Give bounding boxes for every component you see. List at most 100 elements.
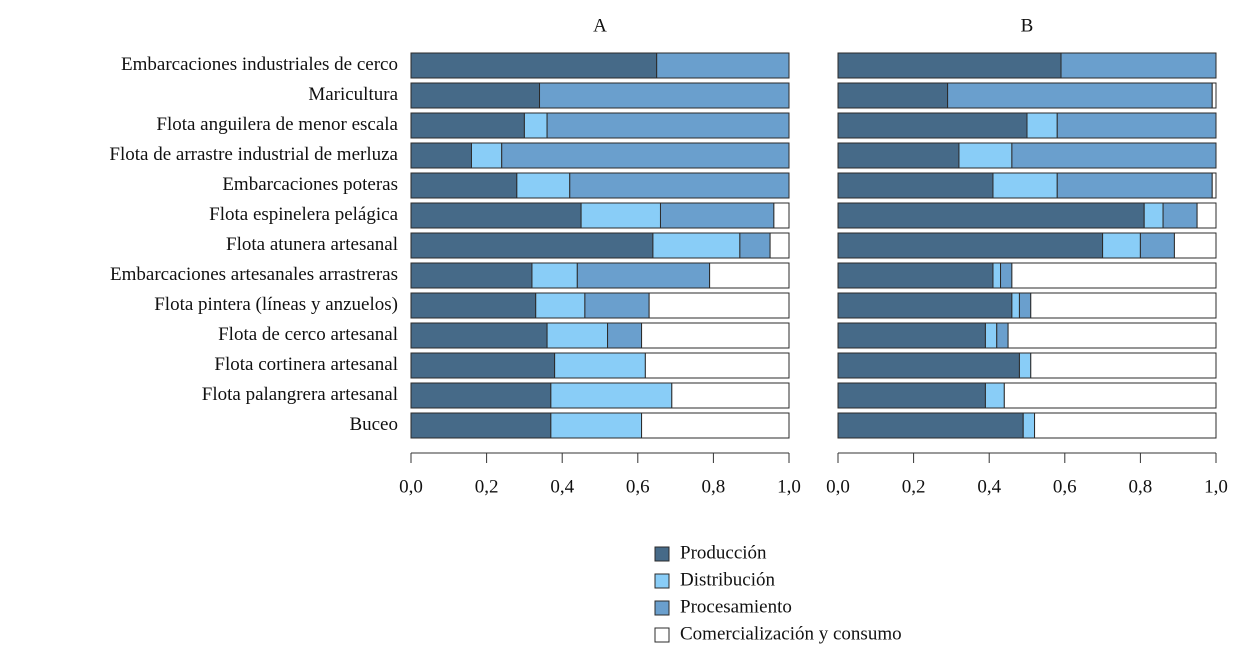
bar-segment (607, 322, 643, 349)
bar-segment (837, 172, 994, 199)
x-tick-label: 0,0 (826, 476, 850, 497)
x-tick-label: 0,6 (626, 476, 650, 497)
category-label: Flota palangrera artesanal (202, 384, 398, 405)
bar-segment (1018, 292, 1032, 319)
bar-segment (1143, 202, 1164, 229)
bar-segment (644, 352, 790, 379)
bar-segment (837, 52, 1062, 79)
bar-segment (410, 352, 556, 379)
x-tick-label: 0,6 (1053, 476, 1077, 497)
bar-segment (1102, 232, 1141, 259)
bar-segment (550, 382, 673, 409)
bar-segment (410, 382, 552, 409)
bar-segment (1000, 262, 1013, 289)
legend-swatch (654, 627, 670, 643)
category-label: Flota pintera (líneas y anzuelos) (154, 294, 398, 315)
bar-segment (837, 142, 960, 169)
bar-segment (656, 52, 790, 79)
category-label: Embarcaciones poteras (222, 174, 398, 195)
category-label: Flota espinelera pelágica (209, 204, 398, 225)
category-label: Flota atunera artesanal (226, 234, 398, 255)
bar-segment (584, 292, 650, 319)
bar-segment (546, 112, 790, 139)
bar-segment (958, 142, 1013, 169)
bar-segment (837, 202, 1145, 229)
bar-segment (1018, 352, 1032, 379)
category-label: Flota anguilera de menor escala (156, 114, 398, 135)
bar-segment (992, 262, 1002, 289)
bar-segment (1030, 292, 1217, 319)
bar-segment (648, 292, 790, 319)
bar-segment (1211, 82, 1217, 109)
bar-segment (709, 262, 790, 289)
bar-segment (539, 82, 790, 109)
bar-segment (837, 382, 986, 409)
bar-segment (739, 232, 771, 259)
bar-segment (641, 322, 790, 349)
category-label: Flota cortinera artesanal (214, 354, 398, 375)
bar-segment (837, 412, 1024, 439)
legend-swatch (654, 546, 670, 562)
panel-title: A (593, 15, 607, 36)
panel-title: B (1021, 15, 1034, 36)
bar-segment (576, 262, 711, 289)
bar-segment (1026, 112, 1058, 139)
x-tick-label: 0,4 (550, 476, 574, 497)
legend-label: Distribución (680, 569, 775, 590)
bar-segment (1030, 352, 1217, 379)
bar-segment (523, 112, 548, 139)
bar-segment (641, 412, 790, 439)
bar-segment (410, 202, 582, 229)
legend-label: Comercialización y consumo (680, 623, 902, 644)
x-tick-label: 0,2 (475, 476, 499, 497)
bar-segment (410, 412, 552, 439)
bar-segment (996, 322, 1009, 349)
bar-segment (1034, 412, 1217, 439)
bar-segment (1011, 292, 1020, 319)
bar-segment (773, 202, 790, 229)
bar-segment (659, 202, 775, 229)
x-tick-label: 1,0 (1204, 476, 1228, 497)
bar-segment (410, 262, 533, 289)
bar-segment (769, 232, 790, 259)
bar-segment (992, 172, 1058, 199)
bar-segment (410, 142, 472, 169)
bar-segment (410, 82, 541, 109)
bar-segment (652, 232, 741, 259)
bar-segment (837, 352, 1020, 379)
bar-segment (1003, 382, 1217, 409)
bar-segment (1173, 232, 1217, 259)
x-tick-label: 0,0 (399, 476, 423, 497)
legend-label: Procesamiento (680, 596, 792, 617)
bar-segment (837, 322, 986, 349)
bar-segment (1211, 172, 1217, 199)
bar-segment (984, 382, 1005, 409)
category-label: Flota de cerco artesanal (218, 324, 398, 345)
x-tick-label: 0,4 (977, 476, 1001, 497)
bar-segment (410, 292, 537, 319)
bar-segment (531, 262, 578, 289)
category-label: Maricultura (308, 84, 398, 105)
legend-label: Producción (680, 542, 767, 563)
bar-segment (1007, 322, 1217, 349)
bar-segment (1060, 52, 1217, 79)
bar-segment (410, 172, 518, 199)
bar-segment (470, 142, 503, 169)
category-label: Buceo (349, 414, 398, 435)
x-tick-label: 0,8 (702, 476, 726, 497)
x-tick-label: 1,0 (777, 476, 801, 497)
bar-segment (1011, 262, 1217, 289)
bar-segment (569, 172, 790, 199)
bar-segment (1011, 142, 1217, 169)
bar-segment (1022, 412, 1036, 439)
bar-segment (1056, 112, 1217, 139)
bar-segment (837, 112, 1028, 139)
bar-segment (1162, 202, 1198, 229)
bar-segment (1139, 232, 1175, 259)
bar-segment (984, 322, 998, 349)
bar-segment (410, 232, 654, 259)
bar-segment (580, 202, 661, 229)
bar-segment (535, 292, 586, 319)
bar-segment (501, 142, 790, 169)
